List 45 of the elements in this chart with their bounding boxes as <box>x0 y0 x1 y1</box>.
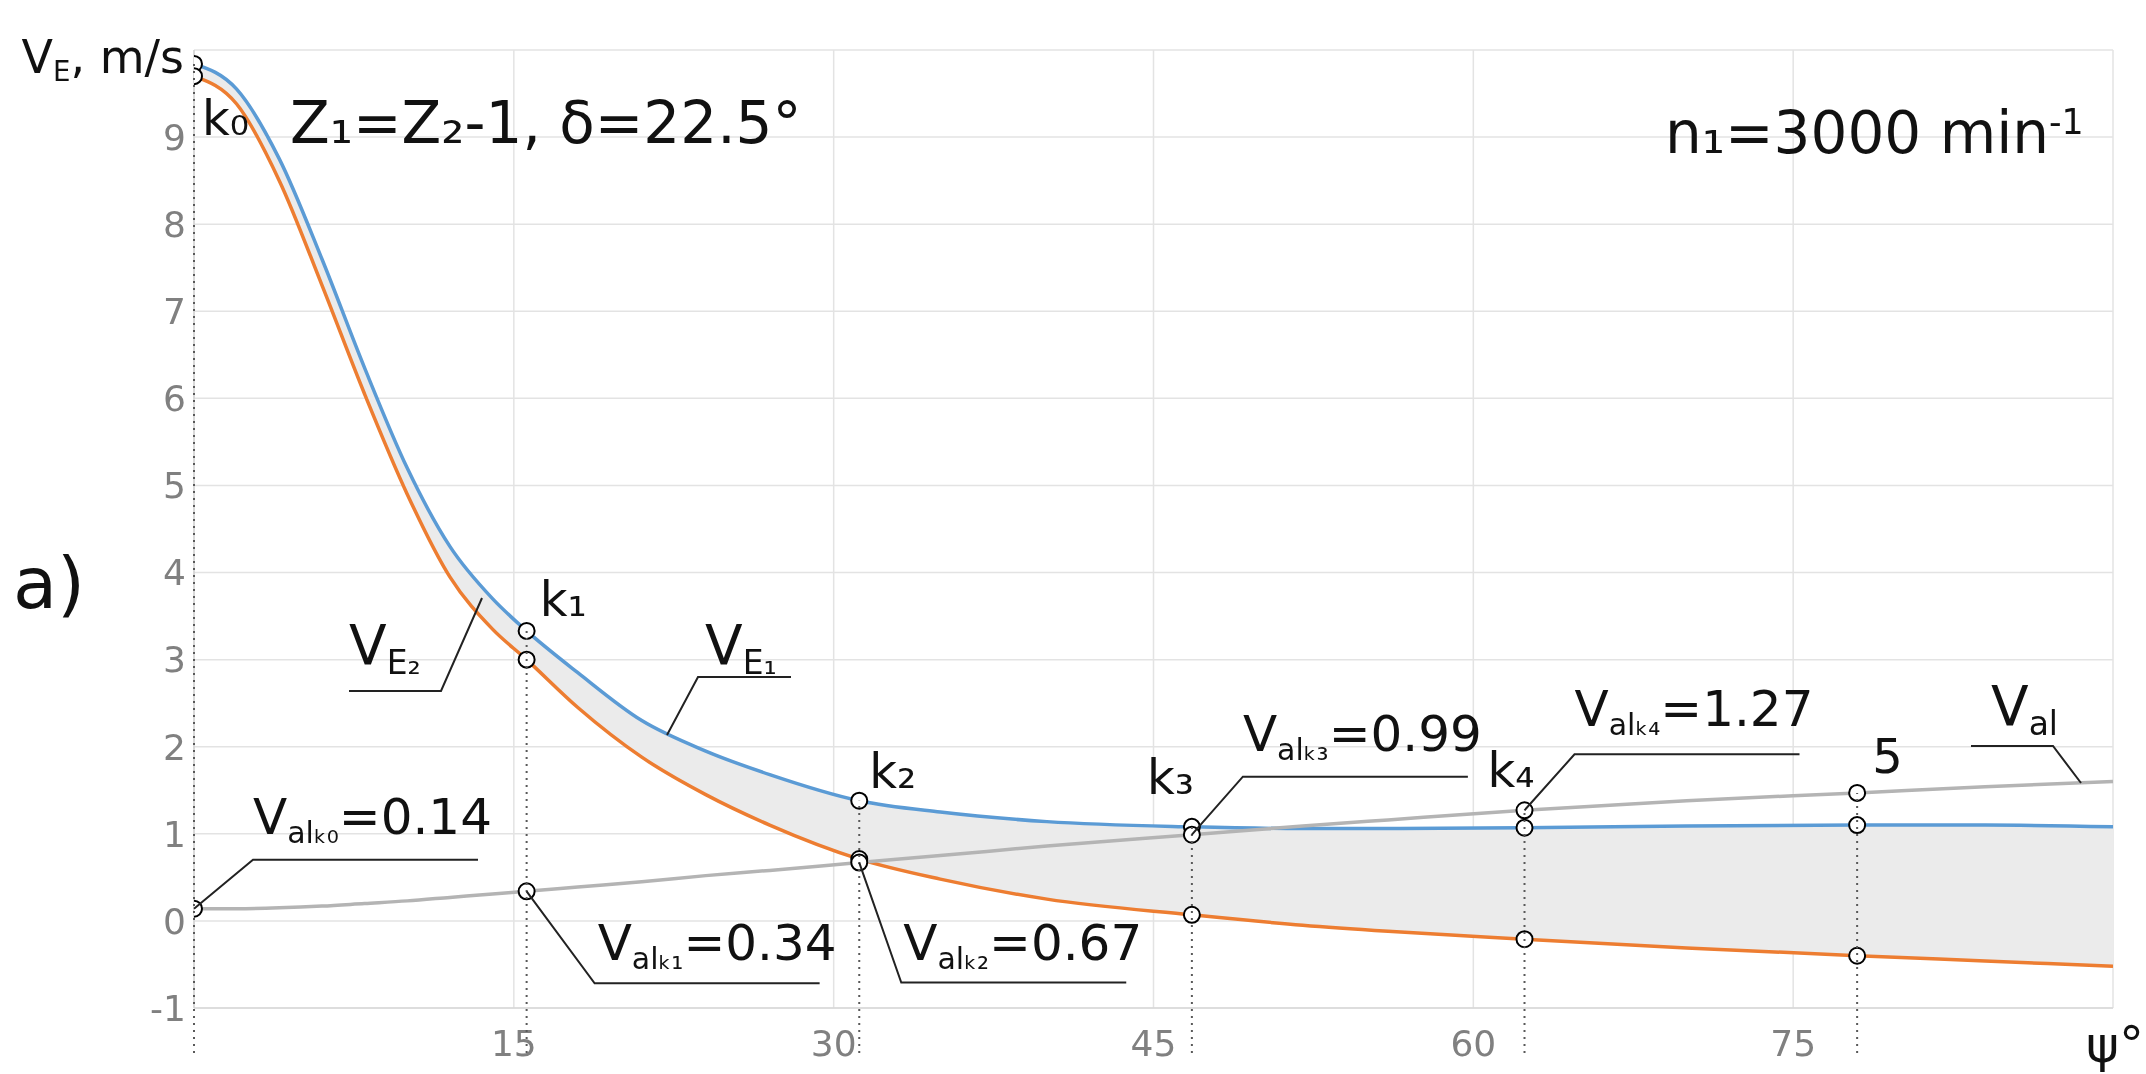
annotation: V$_{alₖ₁}$=0.34 <box>597 914 837 977</box>
annotation: 5 <box>1872 727 1903 784</box>
y-tick-label: 6 <box>163 378 186 420</box>
annotation: k₄ <box>1487 742 1535 799</box>
annotation: V$_{alₖ₃}$=0.99 <box>1242 704 1482 767</box>
point <box>1182 905 1201 924</box>
x-tick-label: 75 <box>1770 1022 1817 1064</box>
point <box>850 791 869 810</box>
point <box>1848 816 1867 835</box>
point <box>517 621 536 640</box>
x-tick-label: 60 <box>1450 1022 1497 1064</box>
annotation: k₂ <box>869 742 917 799</box>
y-axis-title: V$_{E}$, m/s <box>21 30 184 89</box>
point <box>1515 801 1534 820</box>
x-tick-label: 15 <box>490 1022 537 1064</box>
y-tick-label: 2 <box>163 726 186 768</box>
y-tick-label: 8 <box>163 203 186 245</box>
annotation: V$_{alₖ₂}$=0.67 <box>903 913 1143 976</box>
annotation: k₀ <box>202 90 250 147</box>
series-label: V$_{al}$ <box>1991 674 2059 743</box>
y-tick-label: 9 <box>163 116 186 158</box>
y-tick-label: 5 <box>163 465 186 507</box>
text: a) <box>13 541 86 625</box>
annotation: n₁=3000 min$^{-1}$ <box>1665 99 2084 167</box>
series-label: V$_{E₁}$ <box>705 613 777 682</box>
annotation: Z₁=Z₂-1, δ=22.5° <box>290 89 802 157</box>
y-tick-label: 0 <box>163 900 186 942</box>
point <box>1515 930 1534 949</box>
point <box>1515 818 1534 837</box>
x-tick-label: 30 <box>810 1022 857 1064</box>
series-label: V$_{E₂}$ <box>349 613 421 682</box>
x-axis-title: ψ° <box>2086 1016 2144 1074</box>
x-tick-label: 45 <box>1130 1022 1177 1064</box>
annotation: k₁ <box>539 570 587 627</box>
point <box>517 650 536 669</box>
y-tick-label: 4 <box>163 552 186 594</box>
annotation: k₃ <box>1146 748 1194 805</box>
annotation: V$_{alₖ₄}$=1.27 <box>1574 680 1814 743</box>
annotation: V$_{alₖ₀}$=0.14 <box>253 787 492 850</box>
y-tick-label: 3 <box>163 639 186 681</box>
y-tick-label: 7 <box>163 291 186 333</box>
y-tick-label: 1 <box>163 813 186 855</box>
point <box>1848 946 1867 965</box>
point <box>1848 783 1867 802</box>
y-tick-label: -1 <box>150 987 186 1029</box>
